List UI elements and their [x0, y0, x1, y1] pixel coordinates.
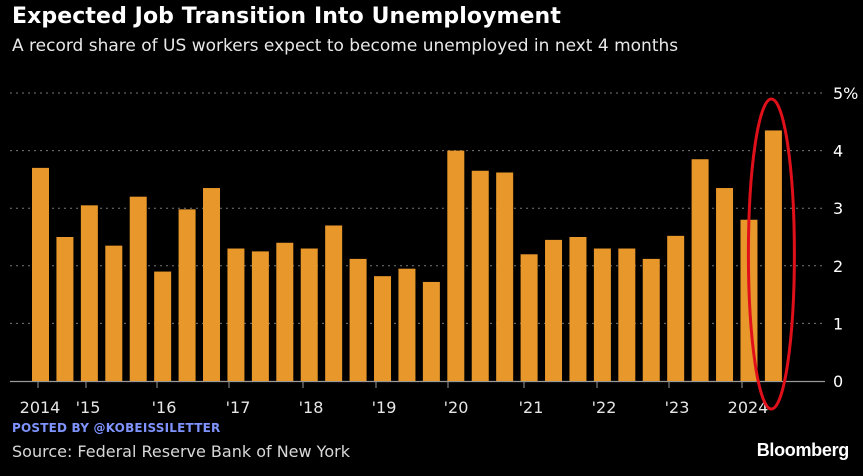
bar: [300, 248, 318, 381]
x-axis-ticks: 2014 '15 '16 '17 '18 '19 '20 '21 '22 '23 2024: [20, 381, 769, 417]
x-tick-label: '18: [299, 398, 324, 417]
x-tick-label: '15: [76, 398, 101, 417]
bar: [642, 258, 660, 381]
x-tick-label: '23: [665, 398, 690, 417]
bar: [716, 188, 734, 381]
bar: [129, 196, 147, 381]
y-tick-label: 4: [833, 142, 843, 161]
bar: [276, 242, 294, 381]
bar: [545, 239, 563, 381]
bar: [764, 130, 782, 381]
bar: [154, 271, 172, 381]
posted-by-label: POSTED BY @KOBEISSILETTER: [12, 421, 221, 435]
y-tick-label: 0: [833, 372, 843, 391]
bar: [325, 225, 343, 381]
y-tick-label: 5%: [833, 84, 858, 103]
x-tick-label: '20: [444, 398, 469, 417]
bar: [251, 251, 269, 381]
x-tick-label: 2024: [728, 398, 769, 417]
y-tick-label: 2: [833, 257, 843, 276]
bar: [349, 258, 367, 381]
annotations: [746, 97, 796, 411]
bar: [56, 237, 74, 381]
bar: [667, 235, 685, 381]
chart-subtitle: A record share of US workers expect to b…: [12, 36, 679, 56]
bloomberg-logo: Bloomberg: [756, 440, 850, 460]
x-tick-label: 2014: [20, 398, 61, 417]
bar: [618, 248, 636, 381]
x-tick-label: '22: [592, 398, 617, 417]
bar-series: [32, 130, 782, 381]
bar: [374, 276, 392, 381]
bar: [80, 205, 98, 381]
y-axis-ticks: 0 1 2 3 4 5%: [833, 84, 858, 391]
bar: [691, 159, 709, 381]
bar: [593, 248, 611, 381]
x-tick-label: '21: [519, 398, 544, 417]
bar: [422, 281, 440, 381]
x-tick-label: '17: [226, 398, 251, 417]
bar: [496, 172, 514, 381]
x-tick-label: '19: [372, 398, 397, 417]
bar: [32, 167, 49, 381]
gridlines: [10, 92, 825, 383]
bar: [520, 254, 538, 381]
source-note: Source: Federal Reserve Bank of New York: [12, 442, 350, 461]
bar: [105, 245, 123, 381]
bar: [178, 209, 196, 381]
bar: [471, 170, 489, 381]
bar: [227, 248, 245, 381]
bar: [569, 237, 587, 381]
highlight-ellipse: [746, 97, 796, 411]
bar: [447, 150, 465, 381]
x-tick-label: '16: [152, 398, 177, 417]
bar: [398, 268, 416, 381]
chart-title: Expected Job Transition Into Unemploymen…: [12, 4, 561, 29]
bar: [203, 188, 221, 381]
y-tick-label: 1: [833, 314, 843, 333]
y-tick-label: 3: [833, 199, 843, 218]
